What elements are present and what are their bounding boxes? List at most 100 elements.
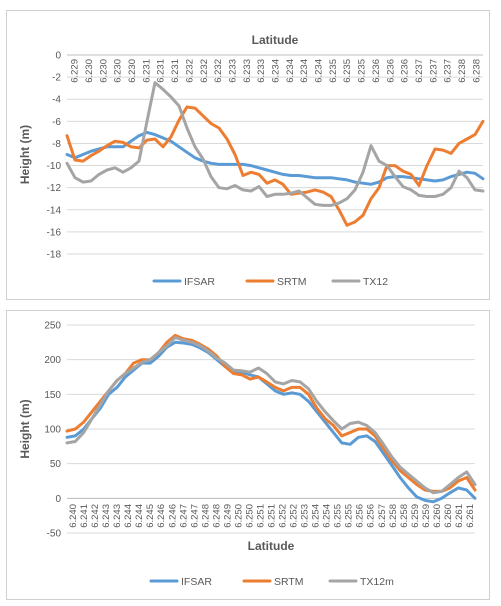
y-tick-label: 0 — [55, 494, 61, 505]
y-tick-label: -16 — [47, 227, 62, 238]
x-tick-label: 6.251 — [255, 504, 266, 528]
x-tick-label: 6.235 — [357, 59, 368, 83]
y-tick-label: -12 — [47, 183, 62, 194]
x-tick-label: 6.231 — [170, 59, 181, 83]
x-tick-label: 6.256 — [366, 504, 377, 528]
x-tick-label: 6.254 — [311, 504, 322, 528]
x-tick-label: 6.237 — [443, 59, 454, 83]
y-tick-label: -50 — [47, 529, 62, 540]
x-tick-label: 6.247 — [189, 504, 200, 528]
x-tick-label: 6.259 — [421, 504, 432, 528]
y-axis-label: Height (m) — [18, 399, 32, 458]
x-tick-label: 6.260 — [432, 504, 443, 528]
x-tick-label: 6.243 — [112, 504, 123, 528]
chart-title: Latitude — [252, 33, 299, 47]
x-tick-label: 6.250 — [244, 504, 255, 528]
x-tick-label: 6.233 — [256, 59, 267, 83]
x-tick-label: 6.238 — [471, 59, 482, 83]
x-tick-label: 6.237 — [414, 59, 425, 83]
x-tick-label: 6.244 — [123, 504, 134, 528]
x-tick-label: 6.251 — [267, 504, 278, 528]
x-tick-label: 6.240 — [68, 504, 79, 528]
legend-label: SRTM — [274, 576, 304, 588]
series-line-srtm — [65, 105, 485, 227]
y-tick-label: -10 — [47, 161, 62, 172]
x-tick-label: 6.257 — [377, 504, 388, 528]
x-tick-label: 6.255 — [333, 504, 344, 528]
x-tick-label: 6.233 — [227, 59, 238, 83]
x-tick-label: 6.242 — [90, 504, 101, 528]
x-tick-label: 6.249 — [222, 504, 233, 528]
x-tick-label: 6.230 — [98, 59, 109, 83]
x-tick-label: 6.254 — [322, 504, 333, 528]
x-tick-label: 6.235 — [342, 59, 353, 83]
x-tick-label: 6.259 — [410, 504, 421, 528]
x-tick-label: 6.232 — [184, 59, 195, 83]
y-tick-label: -4 — [52, 95, 61, 106]
x-tick-label: 6.253 — [300, 504, 311, 528]
chart-top: 0-2-4-6-8-10-12-14-16-186.229 6.230 6.230 6… — [18, 33, 485, 288]
x-tick-label: 6.241 — [79, 504, 90, 528]
series-line-srtm — [65, 333, 477, 493]
y-tick-label: 250 — [44, 321, 61, 332]
x-tick-label: 6.247 — [178, 504, 189, 528]
x-tick-label: 6.234 — [299, 59, 310, 83]
x-tick-label: 6.230 — [127, 59, 138, 83]
x-tick-label: 6.236 — [385, 59, 396, 83]
y-tick-label: 0 — [55, 51, 61, 62]
x-tick-label: 6.230 — [113, 59, 124, 83]
x-tick-label: 6.258 — [399, 504, 410, 528]
x-tick-label: 6.252 — [278, 504, 289, 528]
series-line-ifsar — [65, 340, 477, 504]
x-tick-label: 6.246 — [167, 504, 178, 528]
y-tick-label: -2 — [52, 73, 61, 84]
x-tick-label: 6.252 — [289, 504, 300, 528]
x-tick-label: 6.237 — [428, 59, 439, 83]
x-tick-label: 6.250 — [233, 504, 244, 528]
x-tick-label: 6.235 — [328, 59, 339, 83]
x-tick-label: 6.230 — [84, 59, 95, 83]
x-tick-label: 6.261 — [454, 504, 465, 528]
x-tick-label: 6.232 — [213, 59, 224, 83]
x-tick-label: 6.232 — [199, 59, 210, 83]
x-tick-label: 6.233 — [242, 59, 253, 83]
x-tick-label: 6.260 — [443, 504, 454, 528]
y-axis-label: Height (m) — [18, 125, 32, 184]
x-tick-label: 6.248 — [200, 504, 211, 528]
y-tick-label: 150 — [44, 390, 61, 401]
legend-label: TX12 — [363, 276, 388, 288]
series-line-tx12 — [65, 81, 485, 207]
chart-panel-bottom: 250 200 150 100 50 0 -50 6.240 6.241 6.242 6.243 6.… — [6, 310, 490, 600]
x-tick-label: 6.258 — [388, 504, 399, 528]
x-tick-label: 6.248 — [211, 504, 222, 528]
x-tick-label: 6.261 — [465, 504, 476, 528]
x-tick-label: 6.243 — [101, 504, 112, 528]
x-tick-label: 6.234 — [314, 59, 325, 83]
chart-panel-top: 0 -2 -4 -6 -8 -10 -12 -14 -16 -18 6.229 6.230 6.230 6… — [6, 10, 490, 300]
y-tick-label: 200 — [44, 355, 61, 366]
x-tick-label: 6.238 — [457, 59, 468, 83]
legend-label: TX12m — [360, 576, 394, 588]
x-tick-label: 6.246 — [156, 504, 167, 528]
x-tick-label: 6.256 — [355, 504, 366, 528]
x-tick-label: 6.236 — [371, 59, 382, 83]
y-tick-label: 50 — [50, 459, 62, 470]
x-tick-label: 6.229 — [70, 59, 81, 83]
series-line-ifsar — [65, 130, 485, 186]
legend-label: IFSAR — [184, 276, 215, 288]
x-tick-label: 6.234 — [285, 59, 296, 83]
x-tick-label: 6.255 — [344, 504, 355, 528]
x-tick-label: 6.231 — [141, 59, 152, 83]
x-tick-label: 6.245 — [145, 504, 156, 528]
x-axis-label: Latitude — [248, 539, 295, 553]
x-tick-label: 6.244 — [134, 504, 145, 528]
legend-label: IFSAR — [181, 576, 212, 588]
series-line-tx12m — [65, 336, 477, 495]
y-tick-label: 100 — [44, 425, 61, 436]
x-tick-label: 6.236 — [400, 59, 411, 83]
y-tick-label: -6 — [52, 117, 61, 128]
y-tick-label: -18 — [47, 250, 62, 261]
x-tick-label: 6.234 — [271, 59, 282, 83]
x-tick-label: 6.231 — [156, 59, 167, 83]
